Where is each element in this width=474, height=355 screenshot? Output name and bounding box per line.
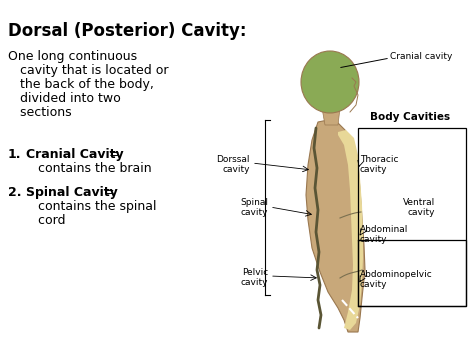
Text: Body Cavities: Body Cavities bbox=[370, 112, 450, 122]
Text: =: = bbox=[105, 148, 119, 161]
Polygon shape bbox=[306, 120, 365, 332]
Text: Spinal Cavity: Spinal Cavity bbox=[26, 186, 118, 199]
Polygon shape bbox=[322, 108, 340, 125]
Text: contains the spinal: contains the spinal bbox=[26, 200, 156, 213]
Text: Spinal
cavity: Spinal cavity bbox=[240, 198, 268, 217]
Text: =: = bbox=[100, 186, 115, 199]
Text: sections: sections bbox=[8, 106, 72, 119]
Bar bbox=[358, 128, 466, 306]
Text: Dorssal
cavity: Dorssal cavity bbox=[217, 155, 250, 174]
Text: Pelvic
cavity: Pelvic cavity bbox=[240, 268, 268, 288]
Text: One long continuous: One long continuous bbox=[8, 50, 137, 63]
Text: Ventral
cavity: Ventral cavity bbox=[403, 198, 435, 217]
Text: 1.: 1. bbox=[8, 148, 21, 161]
Text: the back of the body,: the back of the body, bbox=[8, 78, 154, 91]
Text: Abdominopelvic
cavity: Abdominopelvic cavity bbox=[360, 270, 433, 289]
Ellipse shape bbox=[301, 51, 359, 113]
Text: divided into two: divided into two bbox=[8, 92, 121, 105]
Text: 2.: 2. bbox=[8, 186, 21, 199]
Bar bbox=[358, 240, 466, 306]
Text: Cranial cavity: Cranial cavity bbox=[390, 52, 452, 61]
Text: cavity that is located or: cavity that is located or bbox=[8, 64, 168, 77]
Text: Abdominal
cavity: Abdominal cavity bbox=[360, 225, 409, 244]
Text: Thoracic
cavity: Thoracic cavity bbox=[360, 155, 399, 174]
Polygon shape bbox=[338, 130, 363, 330]
Text: cord: cord bbox=[26, 214, 65, 227]
Text: contains the brain: contains the brain bbox=[26, 162, 152, 175]
Text: Cranial Cavity: Cranial Cavity bbox=[26, 148, 124, 161]
Text: Dorsal (Posterior) Cavity:: Dorsal (Posterior) Cavity: bbox=[8, 22, 246, 40]
